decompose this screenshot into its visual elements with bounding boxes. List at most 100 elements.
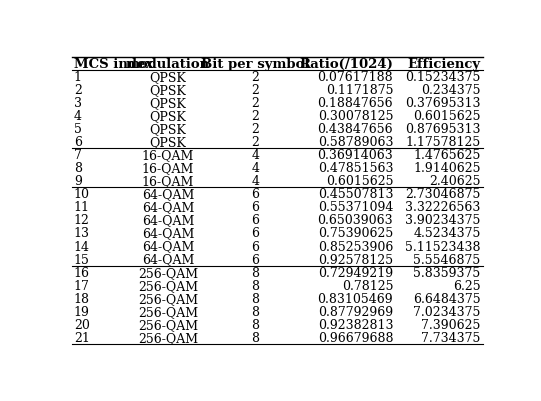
Text: 6: 6 [252,214,259,227]
Text: 0.15234375: 0.15234375 [405,71,480,83]
Text: 256-QAM: 256-QAM [138,266,198,279]
Text: 1.9140625: 1.9140625 [413,162,480,175]
Text: 3.32226563: 3.32226563 [405,201,480,214]
Text: QPSK: QPSK [149,71,187,83]
Text: 0.55371094: 0.55371094 [318,201,393,214]
Text: 5.5546875: 5.5546875 [413,253,480,266]
Text: 0.37695313: 0.37695313 [405,97,480,109]
Text: 6: 6 [252,240,259,253]
Text: QPSK: QPSK [149,123,187,136]
Text: 0.87695313: 0.87695313 [405,123,480,136]
Text: 0.87792969: 0.87792969 [318,305,393,318]
Text: Efficiency: Efficiency [407,57,480,71]
Text: 2: 2 [252,97,259,109]
Text: 256-QAM: 256-QAM [138,292,198,305]
Text: 0.72949219: 0.72949219 [318,266,393,279]
Text: 0.6015625: 0.6015625 [413,109,480,123]
Text: 7.734375: 7.734375 [421,331,480,344]
Text: 2.40625: 2.40625 [429,175,480,188]
Text: 6: 6 [252,201,259,214]
Text: 2: 2 [252,123,259,136]
Text: 18: 18 [74,292,90,305]
Text: 1: 1 [74,71,82,83]
Text: 0.92578125: 0.92578125 [318,253,393,266]
Text: 5.8359375: 5.8359375 [413,266,480,279]
Text: 2: 2 [252,83,259,97]
Text: 1.4765625: 1.4765625 [413,149,480,162]
Text: 2: 2 [252,109,259,123]
Text: 0.1171875: 0.1171875 [326,83,393,97]
Text: 6.6484375: 6.6484375 [413,292,480,305]
Text: 7.0234375: 7.0234375 [413,305,480,318]
Text: 4: 4 [252,175,259,188]
Text: 0.78125: 0.78125 [342,279,393,292]
Text: 11: 11 [74,201,90,214]
Text: 2: 2 [74,83,82,97]
Text: 21: 21 [74,331,90,344]
Text: 64-QAM: 64-QAM [142,188,194,201]
Text: 0.18847656: 0.18847656 [318,97,393,109]
Text: 0.6015625: 0.6015625 [326,175,393,188]
Text: 6: 6 [252,227,259,240]
Text: 0.83105469: 0.83105469 [318,292,393,305]
Text: 64-QAM: 64-QAM [142,253,194,266]
Text: Bit per symbol: Bit per symbol [201,57,309,71]
Text: 13: 13 [74,227,90,240]
Text: 256-QAM: 256-QAM [138,318,198,331]
Text: 5: 5 [74,123,82,136]
Text: 4: 4 [252,149,259,162]
Text: 6.25: 6.25 [453,279,480,292]
Text: 20: 20 [74,318,90,331]
Text: 2.73046875: 2.73046875 [405,188,480,201]
Text: 0.92382813: 0.92382813 [318,318,393,331]
Text: 9: 9 [74,175,82,188]
Text: MCS index: MCS index [74,57,153,71]
Text: 6: 6 [252,253,259,266]
Text: 15: 15 [74,253,90,266]
Text: 0.45507813: 0.45507813 [318,188,393,201]
Text: 8: 8 [252,279,259,292]
Text: 2: 2 [252,136,259,149]
Text: 2: 2 [252,71,259,83]
Text: 16-QAM: 16-QAM [142,175,194,188]
Text: 7: 7 [74,149,82,162]
Text: 64-QAM: 64-QAM [142,201,194,214]
Text: 3.90234375: 3.90234375 [405,214,480,227]
Text: 4: 4 [74,109,82,123]
Text: 64-QAM: 64-QAM [142,240,194,253]
Text: QPSK: QPSK [149,109,187,123]
Text: 256-QAM: 256-QAM [138,331,198,344]
Text: 0.75390625: 0.75390625 [318,227,393,240]
Text: Ratio(/1024): Ratio(/1024) [299,57,393,71]
Text: QPSK: QPSK [149,136,187,149]
Text: 0.07617188: 0.07617188 [318,71,393,83]
Text: QPSK: QPSK [149,97,187,109]
Text: 8: 8 [252,318,259,331]
Text: 3: 3 [74,97,82,109]
Text: 14: 14 [74,240,90,253]
Text: 8: 8 [252,292,259,305]
Text: 16-QAM: 16-QAM [142,149,194,162]
Text: QPSK: QPSK [149,83,187,97]
Text: 7.390625: 7.390625 [421,318,480,331]
Text: 0.58789063: 0.58789063 [318,136,393,149]
Text: 0.36914063: 0.36914063 [318,149,393,162]
Text: 0.30078125: 0.30078125 [318,109,393,123]
Text: 0.47851563: 0.47851563 [318,162,393,175]
Text: 6: 6 [252,188,259,201]
Text: 8: 8 [74,162,82,175]
Text: 256-QAM: 256-QAM [138,305,198,318]
Text: 0.65039063: 0.65039063 [318,214,393,227]
Text: 0.85253906: 0.85253906 [318,240,393,253]
Text: 12: 12 [74,214,90,227]
Text: 8: 8 [252,331,259,344]
Text: 17: 17 [74,279,90,292]
Text: 0.43847656: 0.43847656 [318,123,393,136]
Text: modulation: modulation [126,57,210,71]
Text: 64-QAM: 64-QAM [142,214,194,227]
Text: 0.96679688: 0.96679688 [318,331,393,344]
Text: 6: 6 [74,136,82,149]
Text: 64-QAM: 64-QAM [142,227,194,240]
Text: 16: 16 [74,266,90,279]
Text: 8: 8 [252,305,259,318]
